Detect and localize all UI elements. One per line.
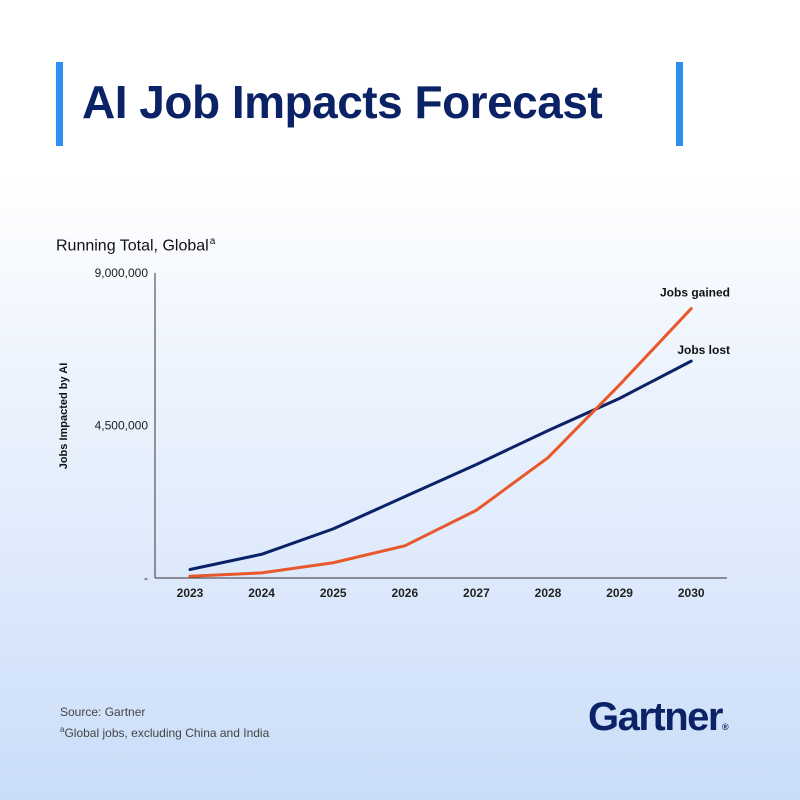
- logo-text: Gartner: [588, 695, 724, 739]
- y-axis-tick-labels: - 4,500,000 9,000,000: [95, 266, 149, 585]
- footnote: aGlobal jobs, excluding China and India: [60, 721, 269, 742]
- x-tick-label: 2027: [463, 586, 490, 600]
- footer-notes: Source: Gartner aGlobal jobs, excluding …: [60, 704, 269, 742]
- title-accent-bar-right: [676, 62, 683, 146]
- chart-axes: [154, 273, 727, 579]
- x-tick-label: 2025: [320, 586, 347, 600]
- source-note: Source: Gartner: [60, 705, 146, 719]
- title-block: AI Job Impacts Forecast: [56, 62, 686, 146]
- series-line-jobs-gained: [188, 307, 693, 578]
- chart-subtitle: Running Total, Globala: [56, 236, 215, 255]
- page-title: AI Job Impacts Forecast: [82, 76, 603, 128]
- series-lines: [188, 307, 693, 578]
- y-tick-label: 4,500,000: [95, 419, 149, 433]
- x-tick-label: 2024: [248, 586, 275, 600]
- x-tick-label: 2029: [606, 586, 633, 600]
- series-labels: Jobs lost Jobs gained: [660, 286, 730, 358]
- x-tick-label: 2026: [391, 586, 418, 600]
- registered-mark: ®: [722, 722, 729, 732]
- x-tick-label: 2030: [678, 586, 705, 600]
- x-axis-tick-labels: 2023 2024 2025 2026 2027 2028 2029 2030: [177, 586, 705, 600]
- series-line-jobs-lost: [188, 359, 693, 572]
- footnote-mark: a: [60, 725, 65, 734]
- y-tick-label: -: [144, 571, 148, 585]
- y-axis-title: Jobs Impacted by AI: [58, 363, 70, 470]
- series-label-jobs-gained: Jobs gained: [660, 286, 730, 300]
- x-tick-label: 2023: [177, 586, 204, 600]
- title-accent-bar-left: [56, 62, 63, 146]
- footnote-mark: a: [209, 236, 216, 247]
- series-label-jobs-lost: Jobs lost: [677, 343, 730, 357]
- y-tick-label: 9,000,000: [95, 266, 149, 280]
- gartner-logo: Gartner®: [588, 695, 729, 740]
- chart-subtitle-text: Running Total, Global: [56, 237, 209, 255]
- x-tick-label: 2028: [535, 586, 562, 600]
- footnote-text: Global jobs, excluding China and India: [64, 726, 270, 740]
